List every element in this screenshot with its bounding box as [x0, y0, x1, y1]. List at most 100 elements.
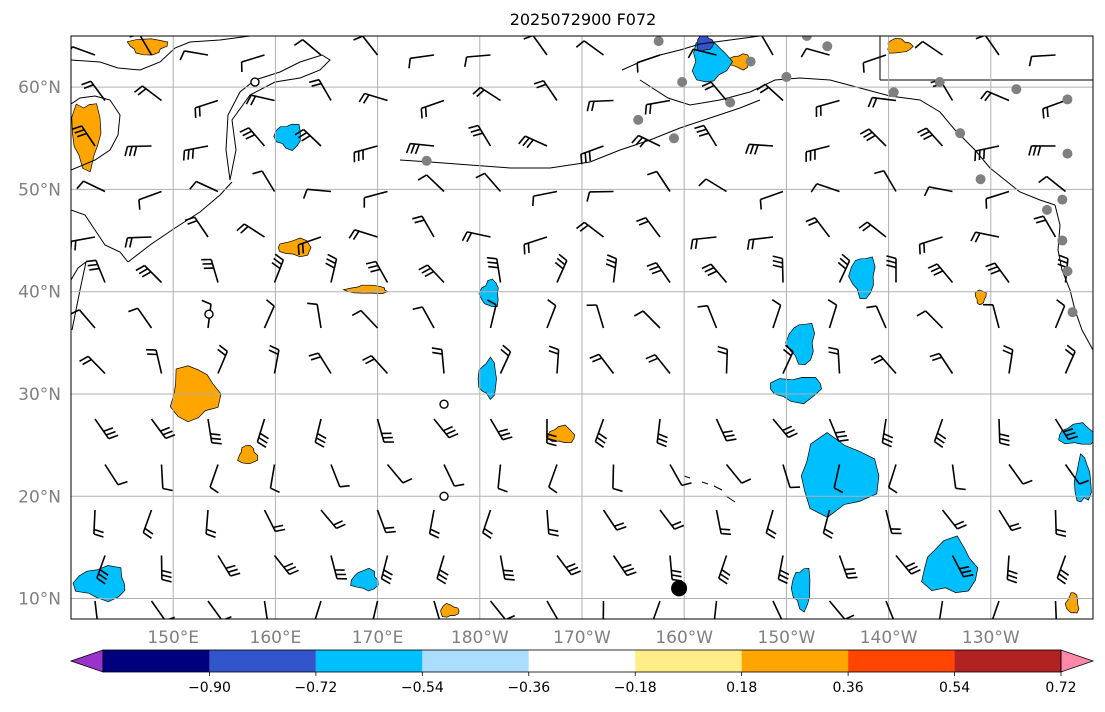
wind-barb: [417, 174, 445, 193]
wind-barb: [612, 555, 637, 577]
wind-barb: [1028, 54, 1056, 67]
wind-barb: [1054, 418, 1079, 441]
latitude-tick-label: 10°N: [18, 590, 61, 610]
negative-anomaly-area: [350, 567, 379, 592]
wind-barb: [602, 509, 627, 531]
wind-barb: [386, 463, 413, 484]
wind-barb: [372, 600, 379, 619]
wind-barb: [715, 509, 732, 536]
wind-barb: [874, 170, 897, 192]
wind-barb: [859, 128, 887, 147]
wind-barb: [805, 145, 830, 162]
wind-barb: [489, 600, 516, 619]
wind-barb: [94, 418, 119, 440]
wind-barb: [330, 555, 348, 580]
wind-barb: [951, 464, 966, 491]
wind-barb: [810, 183, 840, 193]
wind-barb: [929, 352, 954, 374]
wind-barb: [443, 464, 465, 487]
wind-barb: [982, 303, 1000, 329]
wind-barb: [348, 229, 378, 241]
wind-barb: [308, 352, 332, 374]
colorbar-label: 0.18: [726, 680, 757, 696]
wind-barb: [380, 555, 393, 585]
wind-barb: [828, 346, 841, 374]
wind-barb: [245, 94, 275, 106]
wind-barb: [759, 190, 784, 210]
negative-anomaly-area: [921, 535, 979, 593]
wind-barb: [985, 190, 1010, 209]
station-marker-gray: [888, 87, 899, 98]
wind-barb: [489, 418, 513, 441]
colorbar-bin: [315, 650, 423, 672]
wind-barb: [240, 54, 265, 73]
wind-barb: [294, 128, 322, 147]
wind-barb: [96, 555, 109, 585]
wind-barb: [605, 254, 618, 283]
wind-barb: [93, 509, 104, 538]
station-marker-gray: [677, 77, 688, 88]
wind-barb: [923, 186, 953, 197]
wind-barb: [217, 344, 229, 374]
wind-barb: [589, 353, 615, 374]
station-marker-gray: [1057, 235, 1068, 246]
wind-barb: [881, 418, 894, 448]
wind-barb: [263, 509, 286, 533]
wind-barb: [263, 600, 268, 619]
latitude-tick-label: 30°N: [18, 385, 61, 405]
wind-barb: [523, 236, 548, 255]
wind-barb: [376, 418, 395, 443]
colorbar-bin: [848, 650, 955, 672]
wind-barb: [782, 344, 794, 374]
colorbar: −0.90 −0.72 −0.54 −0.36 −0.18 0.18 0.36 0.54 0.7…: [69, 649, 1095, 696]
negative-anomaly-area: [273, 123, 301, 152]
longitude-tick-label: 130°W: [962, 628, 1020, 648]
station-marker-gray: [725, 97, 736, 108]
negative-anomaly-area: [785, 323, 815, 366]
wind-barb: [772, 418, 798, 439]
station-marker-gray: [745, 56, 756, 67]
station-layer: [204, 36, 1078, 597]
wind-barb: [269, 464, 280, 494]
wind-barb: [217, 555, 241, 577]
wind-barb: [268, 344, 280, 374]
station-marker-gray: [1062, 148, 1073, 159]
wind-barb: [718, 555, 731, 585]
latitude-tick-label: 60°N: [18, 78, 61, 98]
wind-barb: [309, 78, 332, 101]
wind-barb: [602, 600, 605, 619]
wind-barb: [128, 307, 153, 329]
wind-barb: [412, 306, 435, 329]
wind-barb: [418, 264, 445, 284]
wind-barb: [142, 509, 154, 539]
wind-barb: [436, 555, 449, 585]
station-marker-open: [439, 491, 449, 501]
wind-barb: [71, 125, 96, 147]
wind-barb: [461, 231, 491, 243]
wind-barb: [433, 600, 441, 619]
wind-barb: [239, 127, 266, 147]
colorbar-label: −0.18: [614, 680, 657, 696]
wind-barb: [81, 80, 106, 101]
wind-barb: [885, 600, 895, 619]
wind-barb: [293, 38, 322, 56]
wind-barb: [828, 418, 849, 442]
colorbar-bin: [741, 650, 849, 672]
wind-barb: [71, 309, 96, 329]
wind-barb: [980, 90, 1010, 102]
longitude-tick-label: 150°W: [758, 628, 816, 648]
wind-barb: [189, 180, 219, 193]
wind-barb: [715, 418, 737, 442]
wind-barb: [314, 600, 322, 619]
wind-barb: [669, 464, 692, 487]
station-marker-gray: [653, 36, 664, 47]
wind-barb: [805, 217, 831, 238]
longitude-tick-label: 160°W: [655, 628, 713, 648]
wind-barb: [659, 509, 685, 530]
wind-barb: [725, 463, 752, 484]
colorbar-bin: [209, 650, 316, 672]
wind-barb: [207, 418, 222, 445]
negative-anomaly-area: [790, 568, 811, 613]
wind-barb: [532, 190, 558, 207]
wind-barb: [472, 86, 501, 102]
